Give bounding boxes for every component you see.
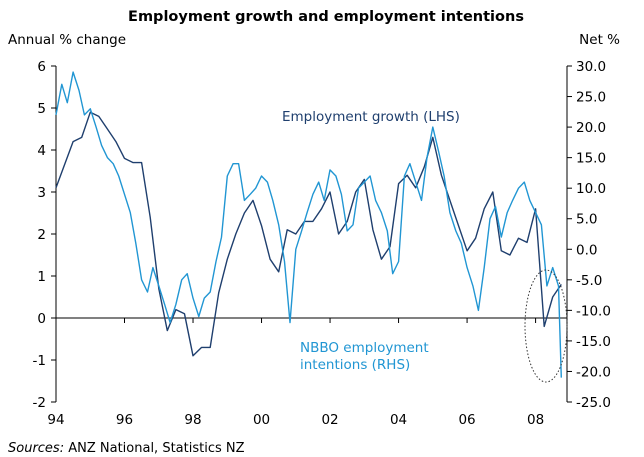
annotation-group: Employment growth (LHS) NBBO employment in… bbox=[282, 109, 460, 373]
employment-growth-label: Employment growth (LHS) bbox=[282, 109, 460, 125]
right-tick-label: -5.0 bbox=[576, 273, 602, 289]
label-line: NBBO employment bbox=[300, 340, 429, 356]
right-tick-label: 15.0 bbox=[576, 151, 606, 167]
employment-growth-line bbox=[55, 111, 562, 357]
label-line: intentions (RHS) bbox=[300, 357, 410, 373]
x-tick-label: 06 bbox=[458, 412, 475, 428]
x-tick-label: 00 bbox=[253, 412, 270, 428]
left-tick-label: 3 bbox=[37, 185, 46, 201]
source-prefix: Sources: bbox=[8, 441, 64, 456]
employment-intentions-line bbox=[55, 71, 562, 378]
x-tick-label: 96 bbox=[116, 412, 133, 428]
right-tick-label: -20.0 bbox=[576, 364, 611, 380]
left-tick-label: -2 bbox=[33, 395, 46, 411]
source-text: ANZ National, Statistics NZ bbox=[64, 441, 245, 456]
right-tick-label: 0.0 bbox=[576, 242, 597, 258]
x-tick-label: 08 bbox=[527, 412, 544, 428]
right-tick-label: -15.0 bbox=[576, 334, 611, 350]
left-tick-label: 1 bbox=[37, 269, 46, 285]
right-tick-label: -25.0 bbox=[576, 395, 611, 411]
source-note: Sources: ANZ National, Statistics NZ bbox=[8, 441, 245, 456]
right-axis-ticks: -25.0 -20.0 -15.0 -10.0 -5.0 0.0 5.0 10.0 15.0 20… bbox=[567, 59, 611, 411]
left-tick-label: -1 bbox=[33, 353, 46, 369]
x-axis-ticks: 94 96 98 00 02 04 06 08 bbox=[47, 318, 544, 428]
x-tick-label: 98 bbox=[184, 412, 201, 428]
right-tick-label: 5.0 bbox=[576, 212, 597, 228]
series-group bbox=[55, 71, 562, 378]
label-line: Employment growth (LHS) bbox=[282, 109, 460, 125]
left-tick-label: 4 bbox=[37, 143, 46, 159]
right-axis-label: Net % bbox=[579, 32, 620, 48]
right-tick-label: 20.0 bbox=[576, 120, 606, 136]
x-tick-label: 04 bbox=[390, 412, 407, 428]
left-axis-label: Annual % change bbox=[8, 32, 126, 48]
right-tick-label: -10.0 bbox=[576, 303, 611, 319]
right-tick-label: 30.0 bbox=[576, 59, 606, 75]
right-tick-label: 25.0 bbox=[576, 90, 606, 106]
right-tick-label: 10.0 bbox=[576, 181, 606, 197]
x-tick-label: 94 bbox=[47, 412, 64, 428]
left-tick-label: 5 bbox=[37, 101, 46, 117]
x-tick-label: 02 bbox=[321, 412, 338, 428]
chart-title: Employment growth and employment intenti… bbox=[128, 9, 524, 25]
highlight-ellipse bbox=[524, 269, 568, 383]
highlight-group bbox=[524, 269, 568, 383]
left-tick-label: 6 bbox=[37, 59, 46, 75]
left-tick-label: 0 bbox=[37, 311, 46, 327]
left-tick-label: 2 bbox=[37, 227, 46, 243]
left-axis-ticks: -2 -1 0 1 2 3 4 5 6 bbox=[33, 59, 56, 411]
employment-intentions-label: NBBO employment intentions (RHS) bbox=[300, 340, 429, 373]
